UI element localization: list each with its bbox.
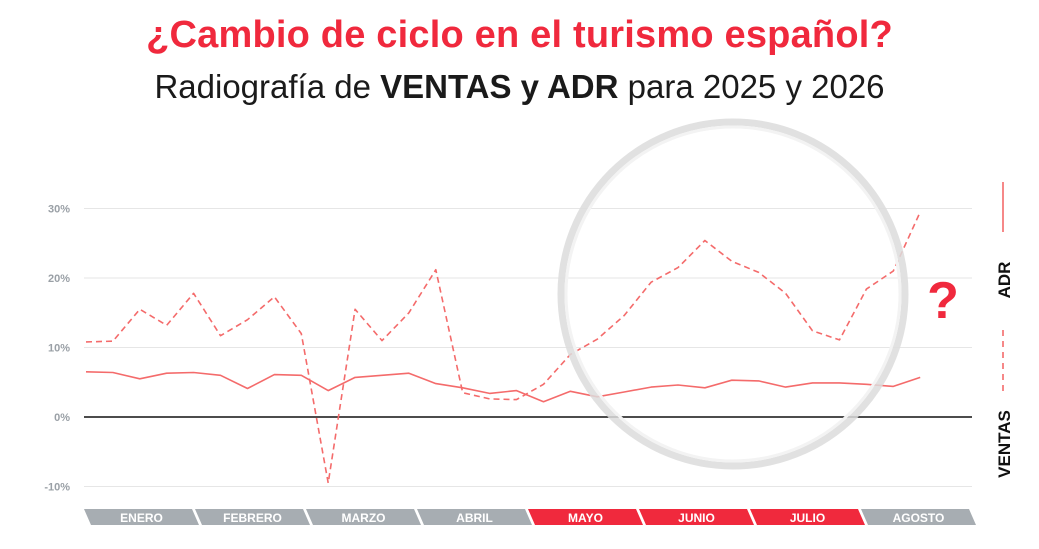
month-label-febrero: FEBRERO [223,511,282,525]
legend-adr-label: ADR [995,262,1014,299]
chart-subtitle: Radiografía de VENTAS y ADR para 2025 y … [0,68,1039,106]
y-tick-label: 0% [54,412,70,424]
month-label-abril: ABRIL [456,511,493,525]
month-segment-julio [750,509,865,525]
month-label-agosto: AGOSTO [893,511,945,525]
series-lines [85,211,921,484]
y-tick-label: 30% [48,204,70,216]
month-segment-junio [639,509,754,525]
highlight-circle [557,118,909,470]
subtitle-part2: para 2025 y 2026 [618,68,885,105]
month-label-junio: JUNIO [678,511,715,525]
series-line-ventas [85,211,921,484]
subtitle-bold: VENTAS y ADR [380,68,619,105]
month-strip: ENERO FEBRERO MARZO ABRIL MAYO JUNIO JULIO AGOS… [84,509,976,525]
month-label-marzo: MARZO [342,511,386,525]
legend-ventas-label: VENTAS [995,410,1014,478]
series-line-adr [85,371,921,403]
month-label-enero: ENERO [120,511,163,525]
month-segment-abril [417,509,532,525]
legend: ADR VENTAS [995,182,1014,478]
month-segment-agosto [861,509,976,525]
month-segment-mayo [528,509,643,525]
month-segment-marzo [306,509,421,525]
y-tick-label: 10% [48,343,70,355]
month-segment-enero [84,509,199,525]
y-tick-label: -10% [44,482,70,494]
y-axis-ticks: -10% 0% 10% 20% 30% [44,204,70,494]
y-tick-label: 20% [48,273,70,285]
chart-title: ¿Cambio de ciclo en el turismo español? [146,14,893,56]
gridlines [84,208,972,487]
month-label-julio: JULIO [790,511,825,525]
month-label-mayo: MAYO [568,511,603,525]
month-segment-febrero [195,509,310,525]
subtitle-part1: Radiografía de [154,68,381,105]
question-mark: ? [927,272,959,330]
highlight-circle-inner [564,125,902,463]
